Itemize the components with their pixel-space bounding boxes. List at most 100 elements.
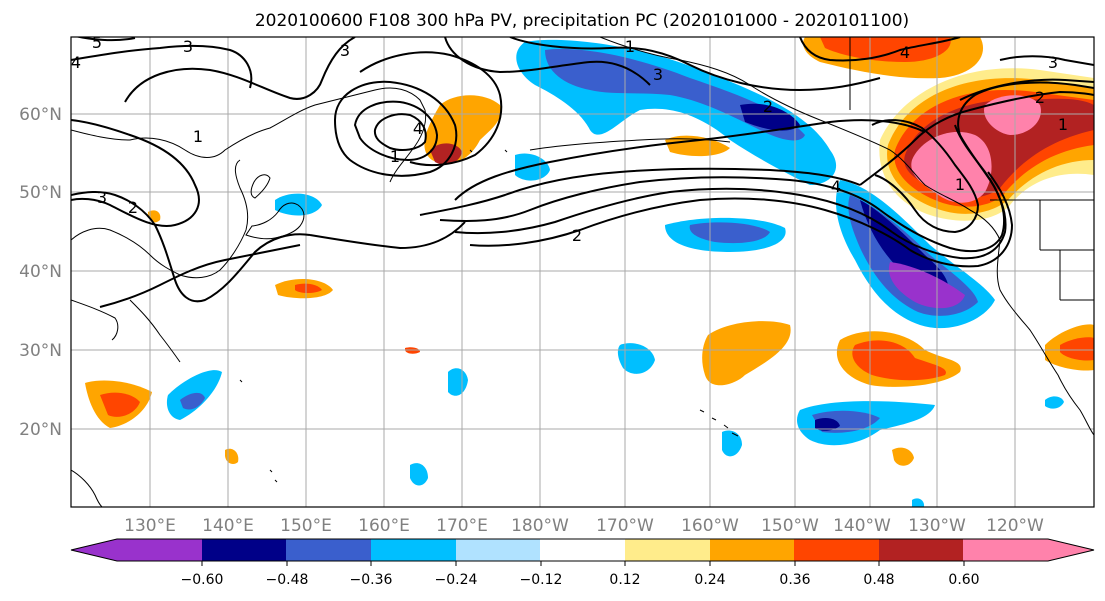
lon-label: 160°W [681, 516, 739, 536]
negative-anomaly-layer [815, 418, 840, 431]
colorbar-segment [202, 539, 287, 561]
negative-anomaly-layer [545, 48, 805, 141]
lat-label: 60°N [19, 105, 62, 125]
pv-label: 3 [97, 188, 107, 207]
colorbar-outline [70, 538, 1095, 562]
pv-contour [333, 80, 458, 177]
colorbar-tick-label: 0.60 [948, 572, 979, 588]
pv-contour [469, 197, 911, 251]
positive-anomaly-small [295, 283, 322, 293]
pv-label: 3 [340, 41, 350, 60]
pv-label: 1 [625, 37, 635, 56]
pv-label: 4 [413, 119, 423, 138]
pv-label: 2 [1035, 88, 1045, 107]
lat-label: 30°N [19, 341, 62, 361]
pv-contour [359, 51, 503, 167]
pv-contour [999, 55, 1094, 66]
colorbar-tick-label: −0.36 [350, 572, 393, 588]
colorbar-segment [117, 539, 203, 561]
positive-anomaly-layer [100, 392, 140, 417]
colorbar-max-extension [1048, 539, 1094, 561]
pv-contour [71, 191, 311, 303]
colorbar-tick-label: 0.36 [779, 572, 810, 588]
colorbar-tick-label: −0.24 [435, 572, 478, 588]
pv-contour [99, 244, 301, 308]
colorbar: −0.60 −0.48 −0.36 −0.24 −0.12 0.12 0.24 … [70, 538, 1095, 588]
colorbar-segment [963, 539, 1049, 561]
hawaii-islands [699, 409, 739, 437]
colorbar-tick-label: 0.24 [694, 572, 725, 588]
negative-anomaly-layer [888, 262, 965, 309]
pv-label: 1 [955, 175, 965, 194]
colorbar-min-extension [71, 539, 117, 561]
negative-anomaly-small [410, 463, 428, 486]
lon-label: 140°W [833, 516, 891, 536]
pv-contour [871, 119, 980, 234]
pv-contour [454, 119, 926, 201]
pv-contour [419, 167, 861, 216]
pacific-islands [239, 149, 508, 483]
negative-anomaly-small [617, 343, 655, 374]
negative-anomaly-small [515, 153, 550, 181]
pv-contour [309, 221, 466, 250]
pv-label: 4 [900, 43, 910, 62]
latitude-labels: 60°N 50°N 40°N 30°N 20°N [19, 105, 62, 440]
positive-anomaly-layer [820, 37, 951, 62]
graticule [71, 37, 1094, 507]
map-border [70, 36, 1095, 508]
pv-contour [444, 37, 651, 86]
pv-label: 2 [572, 226, 582, 245]
pv-label: 3 [653, 65, 663, 84]
colorbar-segment [710, 539, 795, 561]
negative-anomaly-small [1045, 396, 1064, 409]
pv-contour [799, 37, 961, 62]
longitude-labels: 130°E 140°E 150°E 160°E 170°E 180°W 170°… [124, 516, 1044, 536]
canada-border [849, 37, 1094, 301]
coastlines [71, 37, 1094, 507]
pv-label: 1 [1058, 115, 1068, 134]
negative-anomaly-small [912, 498, 925, 507]
colorbar-segment [625, 539, 711, 561]
positive-anomaly-layer [1060, 337, 1094, 361]
americas-coastline [996, 239, 1094, 436]
lon-label: 140°E [202, 516, 254, 536]
negative-anomaly-small [722, 430, 742, 457]
colorbar-segment [794, 539, 880, 561]
pv-contour [891, 124, 1007, 260]
negative-anomaly-small [275, 193, 322, 216]
lon-label: 150°W [761, 516, 819, 536]
lon-label: 170°W [596, 516, 654, 536]
colorbar-tick-label: −0.48 [266, 572, 309, 588]
positive-anomaly-subtropic [702, 321, 791, 386]
lon-label: 160°E [358, 516, 410, 536]
lon-label: 150°E [280, 516, 332, 536]
pv-label: 5 [92, 33, 102, 52]
pv-label: 3 [183, 37, 193, 56]
lat-label: 20°N [19, 420, 62, 440]
lon-label: 130°E [124, 516, 176, 536]
colorbar-segment [371, 539, 457, 561]
colorbar-tick-label: 0.48 [863, 572, 894, 588]
philippines-coastline [71, 469, 103, 507]
positive-anomaly-small [892, 447, 914, 466]
pv-label: 3 [1048, 53, 1058, 72]
pv-label: 4 [71, 53, 81, 72]
lon-label: 120°W [986, 516, 1044, 536]
pv-label: 4 [831, 177, 841, 196]
pv-label: 1 [390, 147, 400, 166]
colorbar-tick-label: −0.12 [520, 572, 563, 588]
pv-contour [859, 90, 1094, 186]
pv-label: 1 [193, 127, 203, 146]
pv-contour [71, 44, 253, 89]
map-panel: 5 4 3 3 1 2 3 1 4 2 1 3 2 4 4 3 1 1 2 [70, 33, 1095, 508]
asia-coastline [71, 87, 426, 158]
negative-anomaly-layer [740, 103, 800, 131]
pv-contour [959, 78, 1094, 101]
lat-label: 50°N [19, 183, 62, 203]
pv-contour-labels: 5 4 3 3 1 2 3 1 4 2 1 3 2 4 4 3 1 1 2 [71, 33, 1068, 245]
pv-label: 2 [128, 198, 138, 217]
positive-anomaly-layer [984, 95, 1041, 135]
pv-contour [71, 119, 200, 227]
lat-label: 40°N [19, 262, 62, 282]
